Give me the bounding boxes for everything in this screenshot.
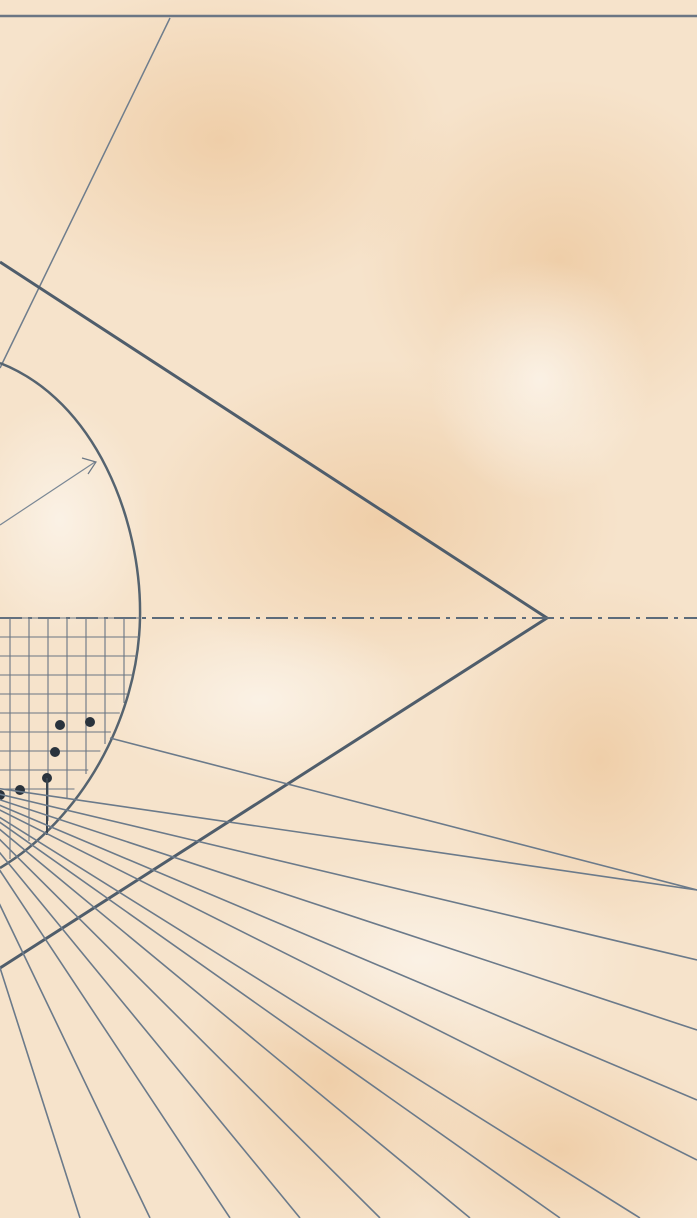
radiating-lines — [0, 737, 697, 1218]
point — [15, 785, 25, 795]
point — [85, 717, 95, 727]
point-cluster — [0, 717, 95, 835]
point — [50, 747, 60, 757]
radius-tick — [81, 457, 97, 475]
fan-line — [0, 838, 381, 1218]
fan-line — [109, 737, 697, 891]
fan-line — [0, 793, 697, 961]
fan-line — [0, 821, 561, 1218]
fan-line — [0, 869, 231, 1218]
construction-line-upper — [0, 17, 171, 369]
fan-line — [0, 965, 81, 1218]
radius-line — [0, 461, 96, 526]
fan-line — [0, 809, 697, 1161]
grid-hatching — [0, 617, 140, 859]
circle-arc — [0, 361, 142, 870]
point — [55, 720, 65, 730]
fan-line — [0, 804, 697, 1101]
fan-line — [0, 798, 697, 1031]
fan-line — [0, 851, 301, 1218]
fan-line — [0, 903, 151, 1218]
fan-line — [0, 787, 697, 891]
fan-line — [0, 816, 641, 1218]
fan-line — [0, 828, 471, 1218]
